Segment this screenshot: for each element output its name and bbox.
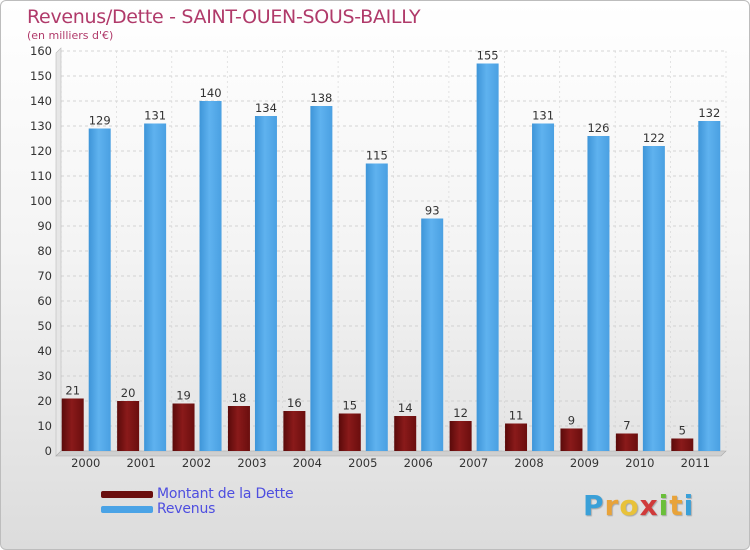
x-tick-label: 2011 [681, 456, 710, 470]
chart-subtitle: (en milliers d'€) [27, 29, 114, 42]
data-label-debt: 14 [398, 401, 413, 415]
bar-revenue [532, 123, 555, 451]
bar-revenue [587, 136, 610, 451]
y-tick-label: 20 [37, 394, 52, 408]
axis-depth-wall [55, 47, 62, 457]
y-tick-label: 160 [30, 44, 52, 58]
data-label-debt: 20 [121, 386, 136, 400]
bar-revenue [310, 106, 333, 451]
logo-letter: i [658, 489, 670, 522]
data-label-debt: 9 [568, 414, 575, 428]
bar-revenue [88, 128, 111, 451]
x-tick-label: 2000 [71, 456, 100, 470]
y-tick-label: 0 [45, 444, 52, 458]
x-tick-label: 2002 [182, 456, 211, 470]
bar-debt [227, 406, 250, 451]
y-tick-label: 40 [37, 344, 52, 358]
logo-letter: i [683, 489, 695, 522]
data-label-revenue: 131 [144, 109, 166, 123]
logo-letter: P [583, 489, 605, 522]
x-tick-label: 2005 [348, 456, 377, 470]
bar-revenue [642, 146, 665, 451]
bar-debt [61, 398, 84, 451]
proxiti-logo: Proxiti [583, 489, 694, 522]
y-tick-label: 80 [37, 244, 52, 258]
data-label-debt: 12 [453, 406, 468, 420]
data-label-debt: 7 [623, 419, 630, 433]
logo-letter: t [669, 489, 684, 522]
x-tick-label: 2008 [514, 456, 543, 470]
data-label-debt: 19 [176, 389, 191, 403]
data-label-revenue: 132 [698, 106, 720, 120]
data-label-revenue: 126 [587, 121, 609, 135]
bar-revenue [144, 123, 167, 451]
y-tick-label: 130 [30, 119, 52, 133]
y-tick-label: 120 [30, 144, 52, 158]
y-tick-label: 110 [30, 169, 52, 183]
logo-letter: o [619, 489, 640, 522]
x-tick-label: 2010 [625, 456, 654, 470]
x-tick-label: 2004 [293, 456, 322, 470]
bar-revenue [199, 101, 222, 451]
data-label-debt: 5 [679, 424, 686, 438]
bar-debt [671, 438, 694, 451]
y-tick-label: 140 [30, 94, 52, 108]
legend-label-debt: Montant de la Dette [157, 486, 294, 502]
y-tick-label: 50 [37, 319, 52, 333]
bar-debt [505, 423, 528, 451]
y-tick-label: 90 [37, 219, 52, 233]
x-tick-label: 2001 [126, 456, 155, 470]
chart-title: Revenus/Dette - SAINT-OUEN-SOUS-BAILLY [27, 6, 421, 28]
legend-swatch-revenue [101, 506, 153, 513]
y-tick-label: 30 [37, 369, 52, 383]
bar-debt [394, 416, 417, 451]
y-tick-label: 150 [30, 69, 52, 83]
data-label-revenue: 122 [643, 131, 665, 145]
data-label-revenue: 129 [89, 114, 111, 128]
x-tick-label: 2009 [570, 456, 599, 470]
logo-letter: x [639, 489, 659, 522]
bar-debt [172, 403, 195, 451]
axes: 0 10 20 30 40 50 60 70 80 90 100 110 120 130 140 150 160… [30, 44, 727, 470]
y-tick-label: 100 [30, 194, 52, 208]
data-label-revenue: 93 [425, 204, 440, 218]
bar-revenue [421, 218, 444, 451]
bar-debt [449, 421, 472, 451]
data-label-revenue: 115 [366, 149, 388, 163]
legend-swatch-debt [101, 491, 153, 498]
x-tick-label: 2007 [459, 456, 488, 470]
bar-revenue [698, 121, 721, 451]
bars [61, 63, 721, 451]
x-axis-floor [55, 450, 727, 457]
y-tick-label: 10 [37, 419, 52, 433]
y-tick-label: 70 [37, 269, 52, 283]
data-label-revenue: 140 [200, 86, 222, 100]
data-labels: 2112920131191401813416138151151493121551… [65, 49, 720, 438]
bar-debt [615, 433, 638, 451]
bar-debt [338, 413, 361, 451]
bar-revenue [365, 163, 388, 451]
data-label-revenue: 138 [310, 91, 332, 105]
y-tick-label: 60 [37, 294, 52, 308]
bar-debt [283, 411, 306, 451]
data-label-revenue: 155 [477, 49, 499, 63]
data-label-debt: 21 [65, 384, 80, 398]
data-label-debt: 16 [287, 396, 302, 410]
data-label-debt: 11 [509, 409, 524, 423]
bar-revenue [476, 63, 499, 451]
data-label-revenue: 131 [532, 109, 554, 123]
legend-label-revenue: Revenus [157, 501, 216, 517]
logo-letter: r [604, 489, 620, 522]
data-label-revenue: 134 [255, 101, 277, 115]
x-tick-label: 2006 [404, 456, 433, 470]
data-label-debt: 15 [342, 399, 357, 413]
data-label-debt: 18 [232, 391, 247, 405]
x-tick-label: 2003 [237, 456, 266, 470]
bar-debt [560, 428, 583, 451]
bar-debt [117, 401, 140, 451]
bar-revenue [254, 116, 277, 451]
